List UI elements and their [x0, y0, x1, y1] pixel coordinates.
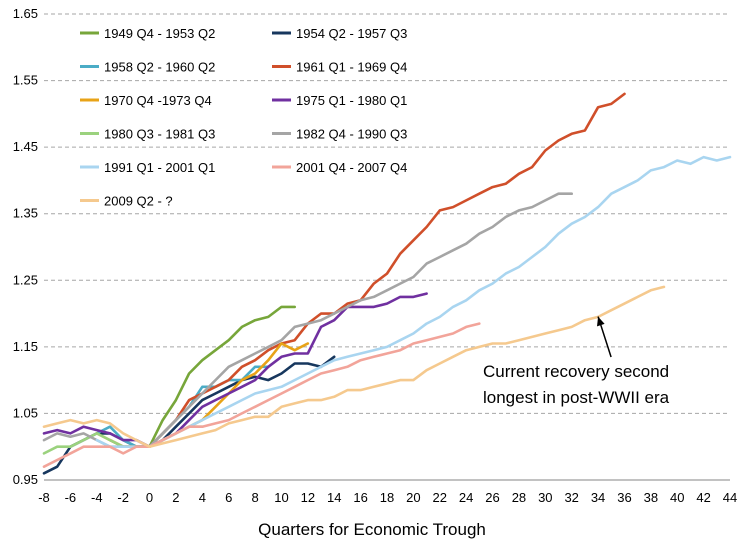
annotation-line-2: longest in post-WWII era: [483, 388, 670, 407]
x-tick-label: -4: [91, 490, 103, 505]
x-tick-label: 0: [146, 490, 153, 505]
x-axis-title: Quarters for Economic Trough: [258, 520, 486, 539]
annotation: Current recovery second longest in post-…: [483, 316, 670, 407]
legend: 1949 Q4 - 1953 Q2 1954 Q2 - 1957 Q3 1958 Q…: [80, 26, 407, 209]
series-line-9: [95, 155, 732, 449]
series-line-8: [42, 192, 574, 449]
legend-label: 1991 Q1 - 2001 Q1: [104, 160, 215, 175]
x-tick-label: 12: [301, 490, 315, 505]
series-line-10: [42, 322, 481, 469]
y-tick-labels: 0.95 1.05 1.15 1.25 1.35 1.45 1.55 1.65: [13, 6, 38, 487]
series-lines: [42, 92, 732, 475]
y-tick-label: 1.05: [13, 405, 38, 420]
x-tick-label: 26: [485, 490, 499, 505]
x-tick-label: 34: [591, 490, 605, 505]
legend-label: 1982 Q4 - 1990 Q3: [296, 127, 407, 142]
y-tick-label: 1.25: [13, 272, 38, 287]
x-tick-label: -8: [38, 490, 50, 505]
x-tick-label: -2: [117, 490, 129, 505]
annotation-arrowhead: [597, 316, 605, 327]
x-tick-label: 30: [538, 490, 552, 505]
x-tick-label: 40: [670, 490, 684, 505]
series-line-11: [42, 285, 666, 449]
legend-label: 1949 Q4 - 1953 Q2: [104, 26, 215, 41]
x-tick-label: 36: [617, 490, 631, 505]
x-tick-label: 6: [225, 490, 232, 505]
x-tick-label: 10: [274, 490, 288, 505]
x-tick-label: 24: [459, 490, 473, 505]
x-tick-label: -6: [65, 490, 77, 505]
y-tick-label: 1.15: [13, 339, 38, 354]
legend-label: 1954 Q2 - 1957 Q3: [296, 26, 407, 41]
x-tick-label: 44: [723, 490, 737, 505]
x-tick-label: 22: [433, 490, 447, 505]
legend-label: 2001 Q4 - 2007 Q4: [296, 160, 407, 175]
x-tick-label: 8: [251, 490, 258, 505]
x-tick-label: 38: [644, 490, 658, 505]
annotation-line-1: Current recovery second: [483, 362, 669, 381]
legend-label: 1970 Q4 -1973 Q4: [104, 93, 212, 108]
x-tick-label: 28: [512, 490, 526, 505]
x-tick-labels: -8 -6 -4 -2 0 2 4 6 8 10 12 14 16 18 20 22 24 26 28 30 32 34 3…: [38, 490, 737, 505]
x-tick-label: 16: [353, 490, 367, 505]
y-tick-label: 1.55: [13, 73, 38, 88]
x-tick-label: 14: [327, 490, 341, 505]
y-tick-label: 1.65: [13, 6, 38, 21]
legend-label: 2009 Q2 - ?: [104, 194, 173, 209]
y-tick-label: 1.35: [13, 206, 38, 221]
x-tick-label: 32: [564, 490, 578, 505]
y-tick-label: 0.95: [13, 472, 38, 487]
x-tick-label: 18: [380, 490, 394, 505]
series-line-4: [108, 92, 626, 449]
legend-label: 1961 Q1 - 1969 Q4: [296, 60, 407, 75]
y-tick-label: 1.45: [13, 139, 38, 154]
series-line-1: [148, 305, 297, 449]
series-line-6: [42, 292, 428, 449]
legend-label: 1958 Q2 - 1960 Q2: [104, 60, 215, 75]
x-tick-label: 20: [406, 490, 420, 505]
x-tick-label: 2: [172, 490, 179, 505]
x-tick-label: 4: [199, 490, 206, 505]
legend-label: 1975 Q1 - 1980 Q1: [296, 93, 407, 108]
x-tick-label: 42: [696, 490, 710, 505]
legend-label: 1980 Q3 - 1981 Q3: [104, 127, 215, 142]
